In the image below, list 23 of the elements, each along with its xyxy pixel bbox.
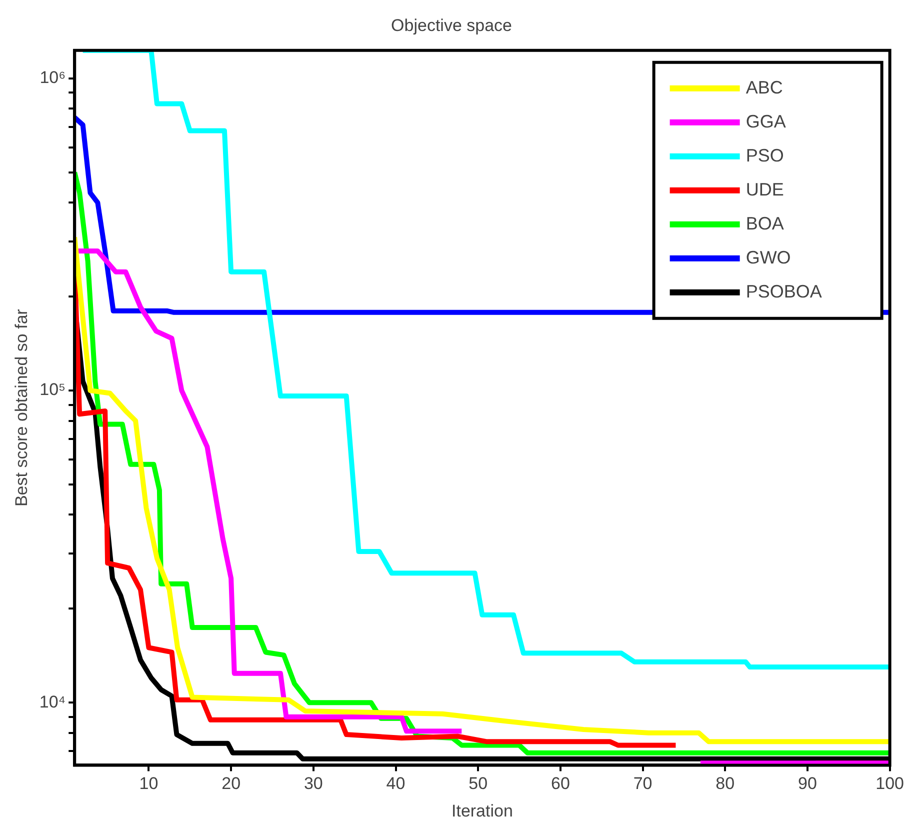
x-tick-label: 80 <box>716 774 735 794</box>
y-tick-label: 10⁶ <box>40 68 66 88</box>
legend-label: GGA <box>746 111 786 132</box>
x-tick-label: 30 <box>304 774 323 794</box>
x-tick-label: 50 <box>468 774 488 794</box>
x-tick-label: 20 <box>222 774 241 794</box>
y-tick-label: 10⁴ <box>39 692 66 712</box>
legend-label: ABC <box>746 77 783 98</box>
y-axis-title: Best score obtained so far <box>12 308 31 507</box>
legend-label: BOA <box>746 213 784 234</box>
chart-title: Objective space <box>391 16 512 35</box>
legend-label: GWO <box>746 247 791 268</box>
x-tick-label: 40 <box>386 774 406 794</box>
x-tick-label: 90 <box>798 774 817 794</box>
x-tick-label: 10 <box>139 774 158 794</box>
x-tick-label: 100 <box>876 774 904 794</box>
x-tick-label: 70 <box>633 774 652 794</box>
y-tick-label: 10⁵ <box>40 380 66 400</box>
legend-label: PSOBOA <box>746 281 822 302</box>
x-axis-title: Iteration <box>451 801 513 820</box>
legend-label: UDE <box>746 179 784 200</box>
x-tick-label: 60 <box>550 774 570 794</box>
legend-label: PSO <box>746 145 784 166</box>
